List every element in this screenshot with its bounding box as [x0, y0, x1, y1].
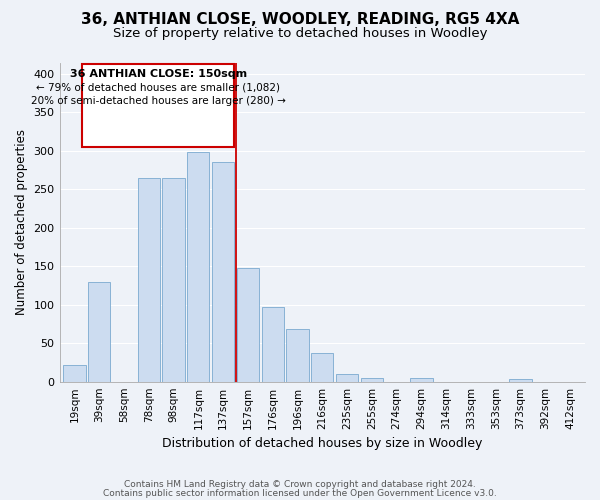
Text: 20% of semi-detached houses are larger (280) →: 20% of semi-detached houses are larger (…: [31, 96, 286, 106]
Text: 36, ANTHIAN CLOSE, WOODLEY, READING, RG5 4XA: 36, ANTHIAN CLOSE, WOODLEY, READING, RG5…: [81, 12, 519, 28]
Bar: [187, 152, 209, 382]
Bar: [286, 330, 308, 382]
Bar: [88, 282, 110, 382]
Bar: [212, 162, 234, 382]
Bar: [63, 365, 86, 382]
Bar: [509, 380, 532, 382]
Bar: [311, 353, 334, 382]
Bar: [361, 378, 383, 382]
Bar: [336, 374, 358, 382]
Text: 36 ANTHIAN CLOSE: 150sqm: 36 ANTHIAN CLOSE: 150sqm: [70, 68, 247, 78]
Bar: [262, 307, 284, 382]
FancyBboxPatch shape: [82, 64, 234, 147]
Text: ← 79% of detached houses are smaller (1,082): ← 79% of detached houses are smaller (1,…: [36, 82, 280, 92]
Text: Size of property relative to detached houses in Woodley: Size of property relative to detached ho…: [113, 28, 487, 40]
Bar: [237, 268, 259, 382]
Text: Contains HM Land Registry data © Crown copyright and database right 2024.: Contains HM Land Registry data © Crown c…: [124, 480, 476, 489]
Y-axis label: Number of detached properties: Number of detached properties: [15, 129, 28, 315]
X-axis label: Distribution of detached houses by size in Woodley: Distribution of detached houses by size …: [162, 437, 482, 450]
Text: Contains public sector information licensed under the Open Government Licence v3: Contains public sector information licen…: [103, 488, 497, 498]
Bar: [137, 178, 160, 382]
Bar: [163, 178, 185, 382]
Bar: [410, 378, 433, 382]
